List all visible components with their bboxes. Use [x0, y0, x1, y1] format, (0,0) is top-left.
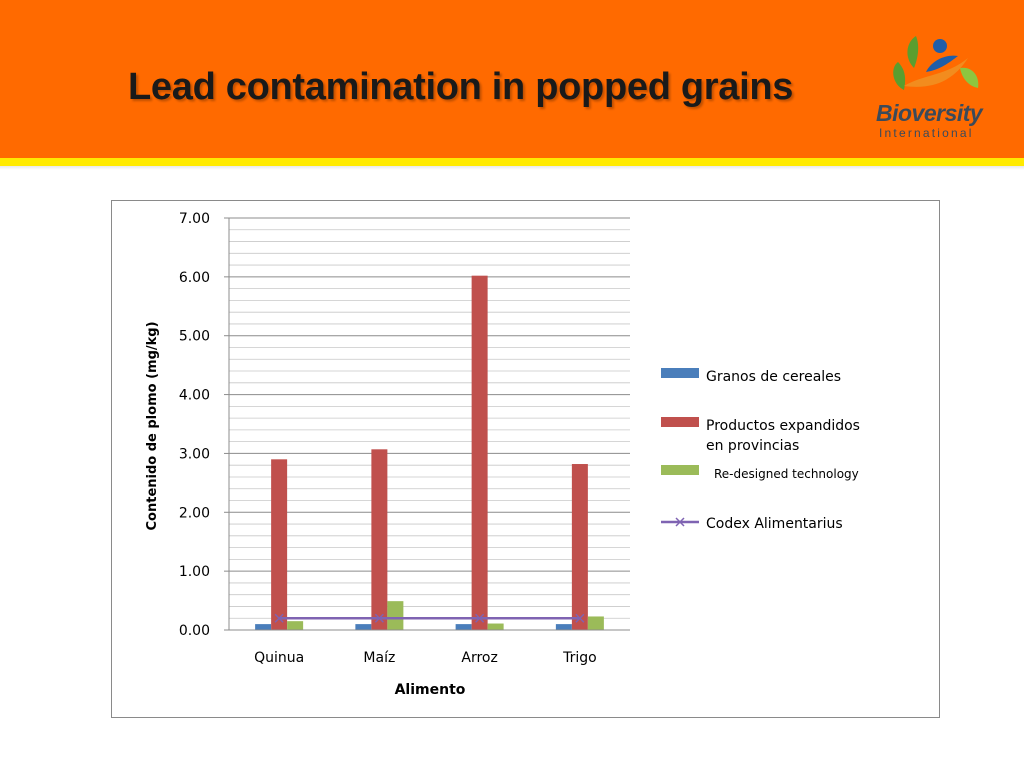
y-tick-label: 6.00	[179, 270, 210, 286]
header-shadow	[0, 166, 1024, 170]
legend-label: Codex Alimentarius	[706, 516, 843, 532]
legend-label: Granos de cereales	[706, 369, 841, 385]
x-tick-label: Maíz	[363, 650, 395, 666]
y-tick-label: 0.00	[179, 623, 210, 639]
codex-line	[274, 613, 585, 623]
legend-label: Re-designed technology	[714, 467, 859, 481]
logo-subtitle: International	[879, 126, 974, 140]
x-axis-label: Alimento	[395, 682, 466, 698]
chart-axes	[228, 218, 630, 631]
bar-quinua	[255, 624, 272, 630]
header-stripe	[0, 158, 1024, 166]
x-axis-ticks: Quinua Maíz Arroz Trigo	[254, 650, 597, 666]
codex-marker	[475, 613, 485, 623]
codex-marker	[575, 613, 585, 623]
chart-gridlines	[229, 217, 630, 631]
bar-trigo	[571, 464, 588, 630]
bioversity-logo: Bioversity International	[876, 28, 1006, 143]
legend-swatch	[661, 368, 699, 378]
legend-marker	[675, 517, 685, 527]
bar-maíz	[371, 449, 388, 630]
bar-trigo	[555, 624, 572, 630]
y-tick-label: 4.00	[179, 388, 210, 404]
y-tick-label: 2.00	[179, 505, 210, 521]
bar-arroz	[471, 275, 488, 630]
logo-name: Bioversity	[876, 100, 983, 126]
chart-legend: Granos de cereales Productos expandidos en…	[661, 368, 860, 532]
legend-swatch	[661, 465, 699, 475]
chart-container: 0.00 1.00 2.00 3.00 4.00 5.00 6.00 7.00 Quinua M…	[111, 200, 940, 718]
slide-title: Lead contamination in popped grains	[128, 66, 794, 108]
bar-maíz	[387, 601, 404, 630]
bar-trigo	[587, 616, 604, 630]
codex-marker	[374, 613, 384, 623]
y-tick-label: 1.00	[179, 564, 210, 580]
y-tick-label: 7.00	[179, 211, 210, 227]
y-tick-label: 5.00	[179, 329, 210, 345]
y-axis-label: Contenido de plomo (mg/kg)	[145, 321, 160, 530]
legend-label: Productos expandidos en provincias	[706, 418, 860, 454]
legend-swatch	[661, 417, 699, 427]
x-tick-label: Quinua	[254, 650, 304, 666]
x-tick-label: Trigo	[562, 650, 597, 666]
bar-arroz	[455, 624, 472, 630]
logo-figure-icon	[893, 36, 979, 90]
x-tick-label: Arroz	[461, 650, 497, 666]
y-axis-ticks: 0.00 1.00 2.00 3.00 4.00 5.00 6.00 7.00	[179, 211, 229, 639]
bar-quinua	[271, 459, 288, 630]
y-tick-label: 3.00	[179, 446, 210, 462]
codex-marker	[274, 613, 284, 623]
bar-quinua	[287, 621, 304, 630]
bar-arroz	[487, 623, 504, 630]
slide-header	[0, 0, 1024, 158]
bar-maíz	[355, 624, 372, 630]
chart-bars	[255, 275, 604, 630]
lead-chart: 0.00 1.00 2.00 3.00 4.00 5.00 6.00 7.00 Quinua M…	[145, 211, 860, 698]
